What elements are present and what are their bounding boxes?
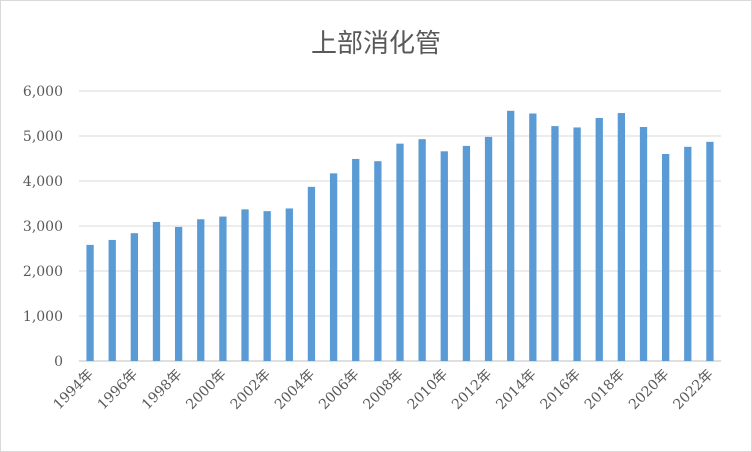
y-tick-label: 0: [54, 354, 63, 370]
bar: [108, 239, 116, 361]
x-tick-label: 2014年: [493, 367, 539, 413]
x-tick-label: 2016年: [538, 367, 584, 413]
bar: [617, 113, 626, 361]
bar: [639, 127, 648, 361]
x-tick-label: 2018年: [582, 367, 628, 413]
bar: [352, 158, 360, 361]
bar: [197, 219, 205, 361]
bar: [418, 139, 426, 361]
bar: [329, 173, 338, 361]
bar: [174, 226, 183, 361]
y-tick-label: 5,000: [23, 129, 63, 145]
y-tick-label: 6,000: [23, 84, 63, 100]
x-tick-label: 2002年: [228, 367, 274, 413]
x-tick-label: 2006年: [316, 367, 362, 413]
bar: [462, 145, 471, 361]
bar: [396, 143, 404, 361]
x-tick-label: 1998年: [139, 367, 185, 413]
bar: [130, 233, 138, 361]
bar: [573, 127, 581, 361]
bar: [595, 118, 603, 361]
bar: [684, 146, 692, 361]
bar: [374, 161, 382, 361]
y-tick-label: 2,000: [23, 264, 63, 280]
x-tick-label: 2008年: [360, 367, 406, 413]
bar: [152, 221, 161, 361]
bar: [551, 126, 559, 361]
y-tick-label: 4,000: [23, 174, 63, 190]
y-tick-label: 3,000: [23, 219, 63, 235]
bar: [662, 154, 670, 361]
chart-title: 上部消化管: [310, 29, 441, 59]
x-tick-label: 2010年: [405, 367, 451, 413]
x-tick-label: 2000年: [183, 367, 229, 413]
x-tick-label: 2020年: [626, 367, 672, 413]
bar: [263, 211, 271, 361]
x-tick-label: 1996年: [95, 367, 141, 413]
bar: [507, 110, 515, 361]
bar: [440, 151, 448, 361]
bar: [219, 216, 227, 361]
x-tick-label: 1994年: [50, 367, 96, 413]
bar: [706, 141, 714, 361]
bar: [241, 209, 249, 361]
bar: [484, 136, 493, 361]
x-tick-label: 2004年: [272, 367, 318, 413]
bar: [307, 186, 316, 361]
x-tick-label: 2022年: [670, 367, 716, 413]
bar: [529, 113, 537, 361]
bar: [285, 208, 293, 361]
x-tick-label: 2012年: [449, 367, 495, 413]
bar: [86, 244, 94, 361]
y-tick-label: 1,000: [23, 309, 63, 325]
